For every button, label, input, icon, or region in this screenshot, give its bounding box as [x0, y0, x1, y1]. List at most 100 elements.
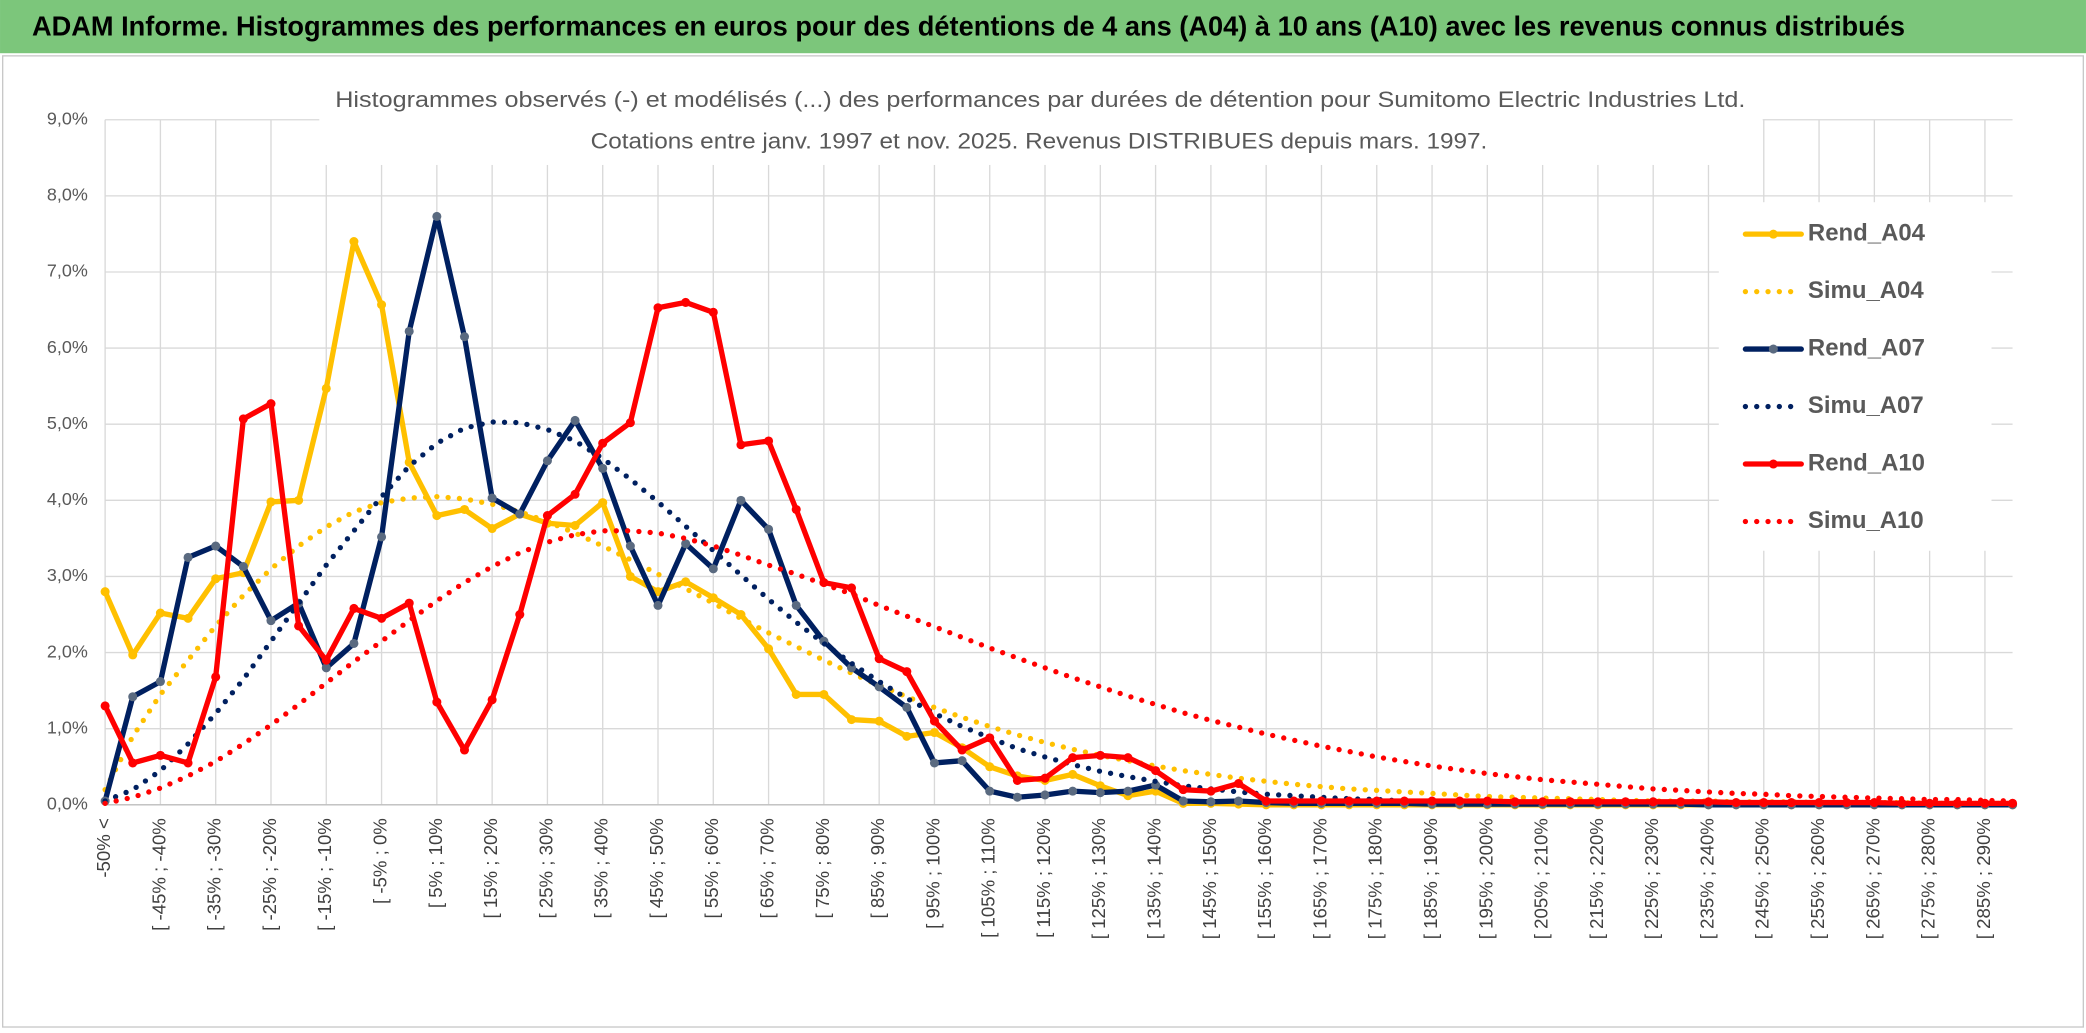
x-tick-label: [ 5% ; 10% — [425, 818, 446, 908]
legend-background — [1718, 202, 1992, 551]
y-tick-label: 3,0% — [47, 565, 88, 585]
observed-line — [102, 299, 2016, 807]
data-point — [155, 608, 165, 618]
chart-title: Histogrammes observés (-) et modélisés (… — [335, 87, 1745, 112]
x-tick-label: [ 165% ; 170% — [1309, 818, 1330, 939]
data-point — [1068, 786, 1078, 796]
data-point — [155, 750, 165, 760]
data-point — [929, 716, 939, 726]
data-point — [819, 689, 829, 699]
data-point — [487, 493, 497, 503]
data-point — [1897, 798, 1907, 808]
data-point — [957, 745, 967, 755]
data-point — [1731, 798, 1741, 808]
data-point — [266, 399, 276, 409]
header-title: ADAM Informe. Histogrammes des performan… — [32, 10, 1905, 41]
data-point — [764, 644, 774, 654]
data-point — [1621, 797, 1631, 807]
data-point — [985, 733, 995, 743]
y-tick-label: 5,0% — [47, 413, 88, 433]
data-point — [1040, 790, 1050, 800]
data-point — [985, 762, 995, 772]
data-point — [598, 438, 608, 448]
data-point — [2008, 798, 2018, 808]
y-tick-label: 7,0% — [47, 261, 88, 281]
legend-label: Simu_A10 — [1808, 507, 1924, 534]
data-point — [100, 701, 110, 711]
data-point — [1095, 788, 1105, 798]
x-tick-label: [ -25% ; -20% — [259, 818, 280, 931]
x-tick-label: [ 125% ; 130% — [1088, 818, 1109, 939]
data-point — [1648, 797, 1658, 807]
data-point — [764, 524, 774, 534]
data-point — [874, 716, 884, 726]
data-point — [570, 415, 580, 425]
data-point — [238, 562, 248, 572]
data-point — [459, 504, 470, 515]
data-point — [1095, 750, 1105, 760]
x-tick-label: [ 135% ; 140% — [1144, 818, 1165, 939]
data-point — [1925, 798, 1935, 808]
y-tick-label: 1,0% — [47, 717, 88, 737]
x-tick-label: [ 225% ; 230% — [1641, 818, 1662, 939]
data-point — [902, 731, 912, 741]
data-point — [902, 702, 912, 712]
data-point — [1510, 797, 1520, 807]
data-point — [349, 237, 359, 247]
data-point — [432, 511, 442, 521]
data-point — [542, 456, 552, 466]
data-point — [681, 577, 691, 587]
data-point — [625, 541, 635, 551]
x-tick-label: [ 15% ; 20% — [480, 818, 501, 918]
x-tick-label: [ -15% ; -10% — [314, 818, 335, 931]
data-point — [211, 574, 221, 584]
x-tick-label: [ 175% ; 180% — [1365, 818, 1386, 939]
data-point — [1151, 766, 1161, 776]
data-point — [1234, 796, 1244, 806]
data-point — [1206, 797, 1216, 807]
data-point — [1786, 798, 1796, 808]
data-point — [598, 498, 608, 508]
data-point — [266, 616, 276, 626]
data-point — [515, 610, 525, 620]
data-point — [625, 571, 635, 581]
data-point — [377, 613, 387, 623]
data-point — [957, 756, 967, 766]
data-point — [128, 758, 138, 768]
data-point — [1427, 796, 1437, 806]
data-point — [459, 332, 470, 342]
y-tick-label: 8,0% — [47, 185, 88, 205]
data-point — [100, 587, 110, 597]
data-point — [1593, 797, 1603, 807]
data-point — [791, 689, 801, 699]
x-tick-label: [ 265% ; 270% — [1862, 818, 1883, 939]
data-point — [128, 692, 138, 702]
legend-label: Rend_A10 — [1808, 449, 1925, 476]
data-point — [404, 457, 414, 467]
data-point — [377, 300, 387, 310]
x-tick-label: -50% < — [93, 818, 114, 877]
chart-frame — [2, 55, 2084, 1028]
data-point — [1316, 796, 1326, 806]
data-point — [487, 523, 497, 534]
data-point — [736, 440, 746, 450]
x-tick-label: [ 245% ; 250% — [1752, 818, 1773, 939]
data-point — [1206, 786, 1216, 796]
data-point — [183, 613, 193, 623]
data-point — [128, 650, 138, 660]
data-point — [349, 638, 359, 648]
data-point — [1095, 781, 1105, 791]
y-tick-label: 4,0% — [47, 489, 88, 509]
x-tick-label: [ 285% ; 290% — [1973, 818, 1994, 939]
data-point — [294, 621, 304, 631]
data-point — [1123, 753, 1133, 763]
data-point — [764, 436, 774, 446]
data-point — [459, 745, 470, 755]
data-point — [1289, 796, 1299, 806]
data-point — [1565, 797, 1575, 807]
x-tick-label: [ 255% ; 260% — [1807, 818, 1828, 939]
data-point — [1842, 798, 1852, 808]
data-point — [791, 600, 801, 610]
data-point — [1234, 779, 1244, 789]
data-point — [1261, 796, 1271, 806]
